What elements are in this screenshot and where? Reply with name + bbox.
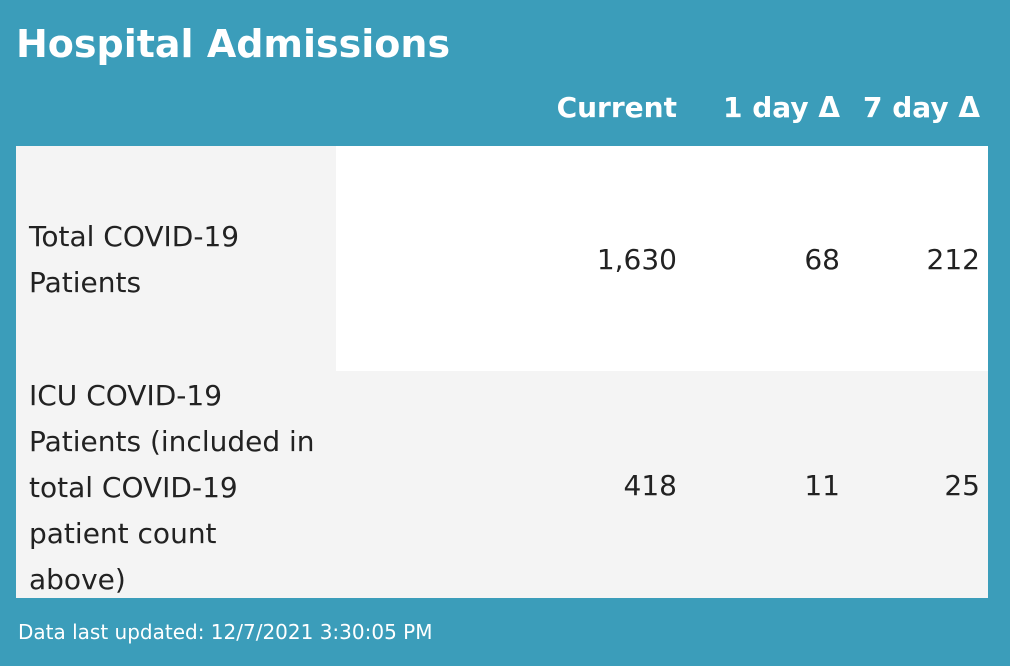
cell-one-day-change: 68 — [804, 243, 840, 276]
cell-current: 418 — [623, 469, 677, 502]
cell-seven-day-change: 25 — [944, 469, 980, 502]
admissions-table: Total COVID-19 Patients 1,630 68 212 ICU… — [16, 146, 988, 598]
row-label-background — [16, 146, 336, 371]
cell-seven-day-change: 212 — [926, 243, 980, 276]
cell-current: 1,630 — [596, 243, 677, 276]
column-header-seven-day-change: 7 day Δ — [863, 91, 980, 124]
cell-one-day-change: 11 — [804, 469, 840, 502]
table-row-icu-patients: ICU COVID-19 Patients (included in total… — [16, 371, 988, 598]
column-header-one-day-change: 1 day Δ — [723, 91, 840, 124]
row-label: ICU COVID-19 Patients (included in total… — [29, 379, 315, 596]
last-updated-text: Data last updated: 12/7/2021 3:30:05 PM — [18, 620, 433, 644]
column-header-current: Current — [556, 91, 677, 124]
page-title: Hospital Admissions — [16, 22, 451, 66]
table-row-total-patients: Total COVID-19 Patients 1,630 68 212 — [16, 146, 988, 371]
row-label: Total COVID-19 Patients — [29, 220, 240, 299]
